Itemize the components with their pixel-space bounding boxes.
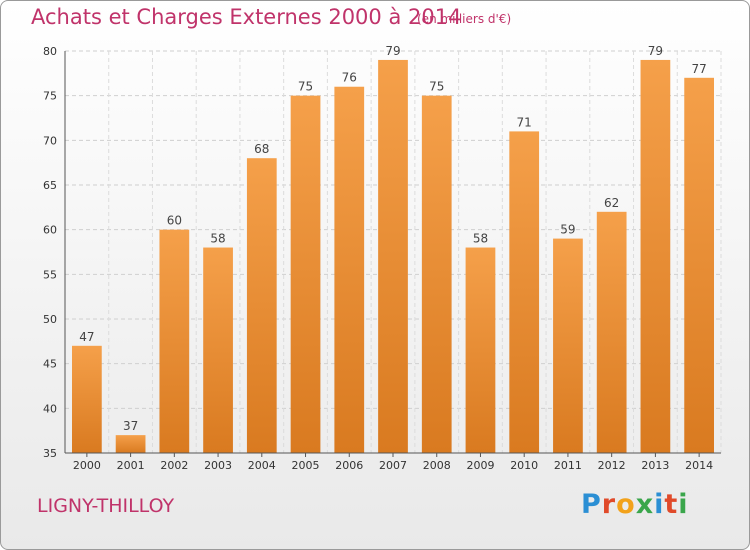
- y-tick-label: 75: [43, 90, 57, 103]
- x-tick-label: 2007: [379, 459, 407, 472]
- bar: [246, 158, 277, 453]
- chart-title: Achats et Charges Externes 2000 à 2014: [31, 5, 462, 29]
- data-label: 76: [342, 71, 357, 85]
- data-label: 75: [429, 80, 444, 94]
- bars: [71, 59, 715, 454]
- bar: [378, 59, 408, 453]
- x-tick-label: 2012: [598, 459, 626, 472]
- logo-letter: r: [601, 489, 617, 520]
- proxiti-logo: Proxiti: [581, 489, 689, 520]
- x-tick-label: 2003: [204, 459, 232, 472]
- logo-letter: x: [635, 489, 655, 520]
- bar: [334, 86, 365, 453]
- data-label: 62: [604, 196, 619, 210]
- bar: [596, 211, 627, 453]
- data-label: 79: [648, 44, 663, 58]
- data-label: 77: [691, 62, 706, 76]
- x-tick-label: 2005: [292, 459, 320, 472]
- logo-letter: o: [616, 489, 636, 520]
- bar: [553, 238, 583, 453]
- y-tick-label: 50: [43, 313, 57, 326]
- x-tick-label: 2001: [117, 459, 145, 472]
- x-tick-label: 2006: [335, 459, 363, 472]
- axes: 35 40 45 50 55 60 65 70 75 80 2000 2001 2002 2003 2004…: [43, 45, 721, 472]
- logo-letter: t: [664, 489, 679, 520]
- bar: [71, 345, 102, 453]
- bar: [203, 247, 233, 453]
- bar: [421, 95, 452, 454]
- x-tick-label: 2013: [641, 459, 669, 472]
- logo-letter: P: [581, 489, 602, 520]
- chart-subtitle: (en milliers d'€): [417, 12, 512, 26]
- data-label: 58: [210, 232, 225, 246]
- bar: [684, 77, 715, 454]
- x-tick-label: 2010: [510, 459, 538, 472]
- y-tick-label: 35: [43, 447, 57, 460]
- data-label: 47: [79, 330, 94, 344]
- y-tick-label: 70: [43, 134, 57, 147]
- x-tick-label: 2000: [73, 459, 101, 472]
- y-tick-label: 60: [43, 224, 57, 237]
- bar: [640, 59, 671, 453]
- bar: [159, 229, 190, 453]
- x-tick-label: 2011: [554, 459, 582, 472]
- logo-letter: i: [654, 489, 665, 520]
- data-label: 71: [517, 115, 532, 129]
- x-tick-label: 2009: [466, 459, 494, 472]
- y-tick-label: 40: [43, 402, 57, 415]
- y-tick-label: 80: [43, 45, 57, 58]
- bar: [115, 435, 146, 453]
- data-label: 37: [123, 419, 138, 433]
- x-tick-label: 2014: [685, 459, 713, 472]
- data-label: 68: [254, 142, 269, 156]
- data-label: 60: [167, 214, 182, 228]
- data-label: 59: [560, 223, 575, 237]
- data-labels: 47 37 60 58 68 75 76 79 75 58 71 59 62 79 77: [79, 44, 707, 433]
- bar: [509, 131, 540, 453]
- x-tick-label: 2002: [160, 459, 188, 472]
- x-tick-label: 2004: [248, 459, 276, 472]
- data-label: 58: [473, 232, 488, 246]
- y-tick-label: 55: [43, 268, 57, 281]
- bar: [465, 247, 496, 453]
- x-tick-label: 2008: [423, 459, 451, 472]
- city-name: LIGNY-THILLOY: [37, 495, 175, 517]
- data-label: 79: [385, 44, 400, 58]
- bar: [290, 95, 321, 454]
- y-tick-label: 65: [43, 179, 57, 192]
- logo-letter: i: [678, 489, 689, 520]
- data-label: 75: [298, 80, 313, 94]
- y-tick-label: 45: [43, 358, 57, 371]
